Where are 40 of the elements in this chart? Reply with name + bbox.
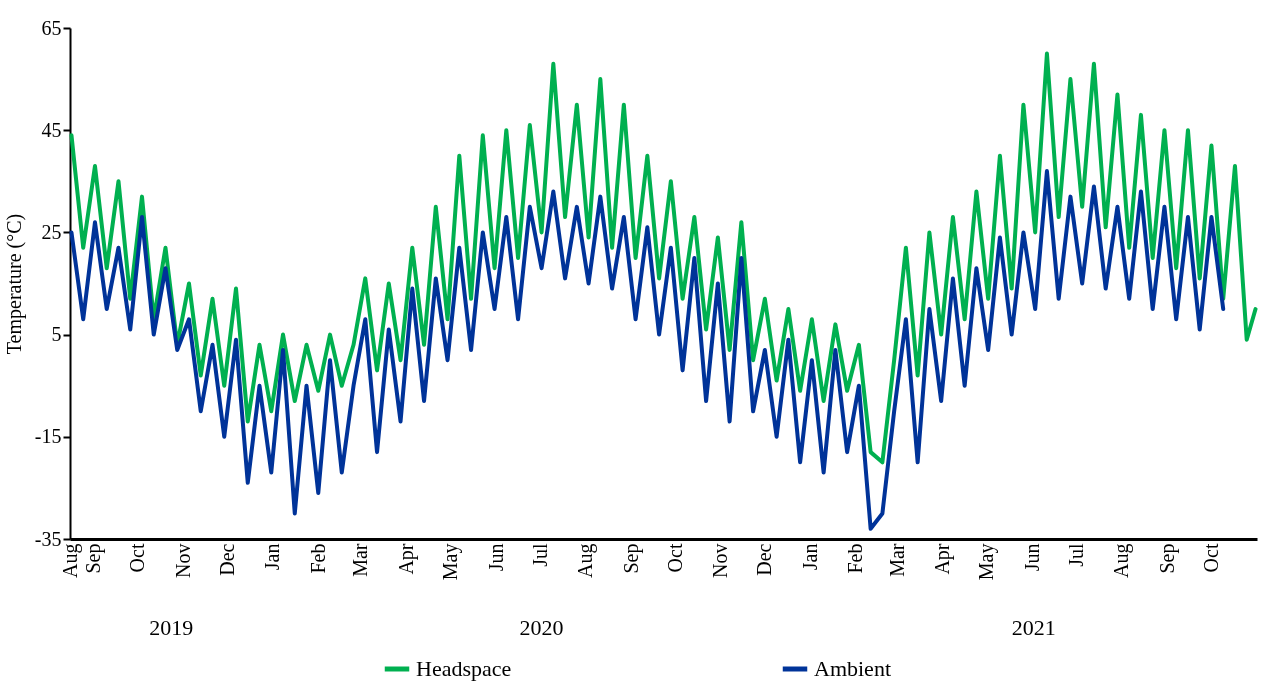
x-tick-label: Jan (798, 543, 821, 571)
y-tick-label: 45 (41, 118, 62, 141)
x-tick-label: Nov (709, 543, 732, 578)
x-tick-label: Feb (306, 543, 329, 574)
x-tick-label: Jul (528, 543, 551, 567)
x-tick-label: Apr (931, 543, 955, 575)
x-tick-label: Sep (1155, 543, 1179, 574)
x-tick-label: Aug (574, 543, 598, 578)
x-tick-label: Oct (126, 543, 149, 573)
x-tick-label: Oct (1199, 543, 1222, 573)
y-axis-title: Temperature (°C) (2, 213, 26, 355)
legend-label: Ambient (814, 656, 891, 681)
x-tick-label: Mar (349, 543, 372, 577)
legend-label: Headspace (416, 656, 512, 681)
x-tick-label: Jun (1020, 543, 1043, 572)
text: 2020 (519, 615, 564, 640)
x-tick-label: Jun (484, 543, 507, 572)
x-tick-label: Jul (1064, 543, 1087, 567)
line-series (69, 51, 1258, 465)
x-tick-label: Sep (619, 543, 643, 574)
text: 2021 (1011, 615, 1056, 640)
y-tick-label: -35 (34, 527, 62, 550)
x-tick-label: Sep (82, 543, 105, 574)
x-tick-label: Oct (663, 543, 686, 573)
y-tick-label: 25 (41, 220, 62, 243)
line-series (69, 169, 1226, 531)
x-tick-label: Dec (215, 543, 238, 576)
x-tick-label: May (438, 543, 462, 581)
y-tick-label: -15 (34, 425, 62, 448)
x-tick-label: May (975, 543, 999, 581)
y-tick-label: 65 (41, 16, 62, 39)
x-tick-label: Apr (394, 543, 418, 575)
text: 2019 (149, 615, 194, 640)
y-tick-label: 5 (51, 323, 62, 346)
x-tick-label: Aug (1110, 543, 1134, 578)
x-tick-label: Mar (885, 543, 908, 577)
x-tick-label: Nov (171, 543, 194, 578)
x-tick-label: Feb (844, 543, 867, 574)
x-tick-label: Jan (261, 543, 284, 571)
x-tick-label: Dec (753, 543, 776, 576)
